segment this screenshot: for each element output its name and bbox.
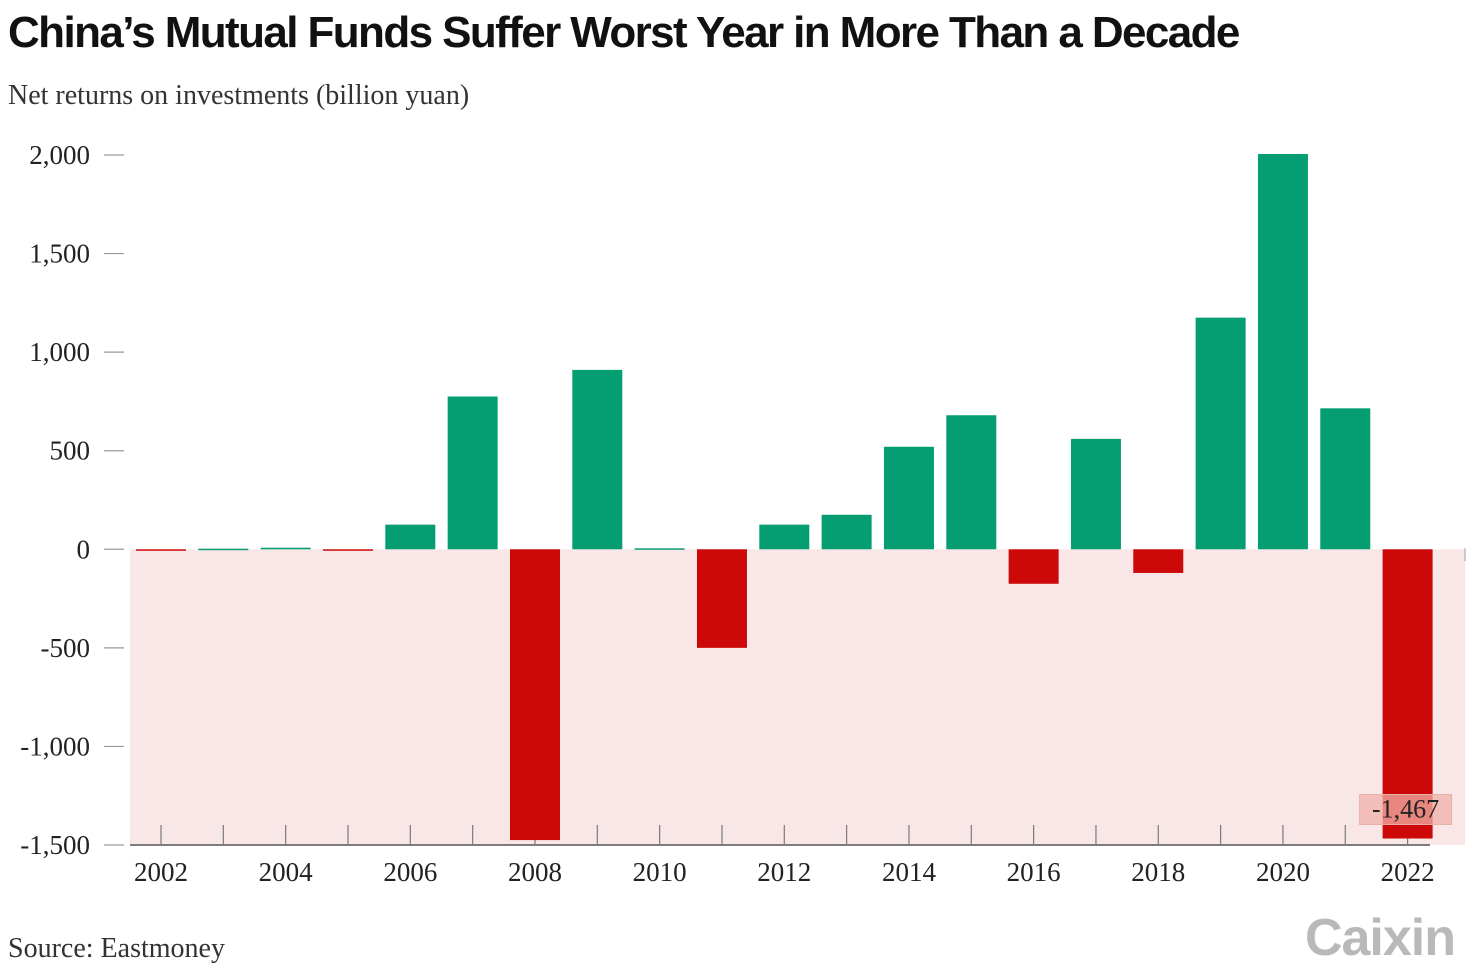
y-axis: 2,000 1,500 1,000 500 0 -500 -1,000 -1,500 bbox=[20, 140, 124, 860]
bar-2002 bbox=[136, 549, 186, 551]
chart-subtitle: Net returns on investments (billion yuan… bbox=[8, 80, 470, 111]
bar-2020 bbox=[1257, 154, 1308, 550]
data-label-box bbox=[1359, 793, 1453, 825]
bar-2005 bbox=[322, 549, 373, 551]
bar-2012 bbox=[759, 524, 810, 550]
source-note: Source: Eastmoney bbox=[8, 933, 225, 964]
bar-2017 bbox=[1070, 438, 1121, 550]
x-tick-label: 2002 bbox=[134, 857, 188, 887]
y-tick-label: 2,000 bbox=[29, 140, 90, 170]
bar-2009 bbox=[572, 369, 623, 550]
x-tick-label: 2012 bbox=[757, 857, 811, 887]
bar-2018 bbox=[1133, 549, 1184, 573]
bar-2022 bbox=[1382, 549, 1433, 839]
annotations: -1,467 bbox=[1359, 793, 1453, 825]
y-tick-label: 0 bbox=[77, 534, 91, 564]
y-tick-label: -1,000 bbox=[20, 731, 90, 761]
bars bbox=[136, 154, 1433, 841]
bar-2021 bbox=[1320, 408, 1371, 550]
caixin-logo: Caixin bbox=[1304, 909, 1456, 967]
x-tick-label: 2022 bbox=[1381, 857, 1435, 887]
bar-2016 bbox=[1008, 549, 1059, 584]
bar-2014 bbox=[883, 446, 934, 550]
data-label-2022: -1,467 bbox=[1372, 794, 1439, 823]
x-tick-label: 2020 bbox=[1256, 857, 1310, 887]
x-tick-label: 2018 bbox=[1131, 857, 1185, 887]
negative-region-band bbox=[130, 549, 1465, 845]
y-tick-label: -500 bbox=[41, 633, 91, 663]
x-tick-label: 2016 bbox=[1007, 857, 1061, 887]
y-tick-label: 1,500 bbox=[29, 239, 90, 269]
chart-title: China’s Mutual Funds Suffer Worst Year i… bbox=[8, 8, 1240, 57]
bar-2003 bbox=[198, 548, 249, 551]
bar-2013 bbox=[821, 514, 872, 550]
x-tick-label: 2014 bbox=[882, 857, 937, 887]
bar-2008 bbox=[509, 549, 560, 841]
negative-band-layer bbox=[130, 548, 1466, 845]
x-tick-label: 2008 bbox=[508, 857, 562, 887]
x-axis: 2002 2004 2006 2008 2010 2012 2014 2016 2018 2020… bbox=[130, 825, 1435, 887]
bar-2006 bbox=[385, 524, 436, 550]
bar-2004 bbox=[260, 547, 311, 550]
y-tick-label: 1,000 bbox=[29, 337, 90, 367]
x-tick-label: 2010 bbox=[633, 857, 687, 887]
y-tick-label: -1,500 bbox=[20, 830, 90, 860]
bar-2015 bbox=[946, 415, 997, 550]
bar-2011 bbox=[696, 549, 747, 648]
bar-2019 bbox=[1195, 317, 1246, 550]
bar-2010 bbox=[634, 548, 685, 550]
x-tick-label: 2004 bbox=[259, 857, 314, 887]
bar-2007 bbox=[447, 396, 498, 550]
x-tick-label: 2006 bbox=[383, 857, 437, 887]
y-tick-label: 500 bbox=[50, 436, 91, 466]
